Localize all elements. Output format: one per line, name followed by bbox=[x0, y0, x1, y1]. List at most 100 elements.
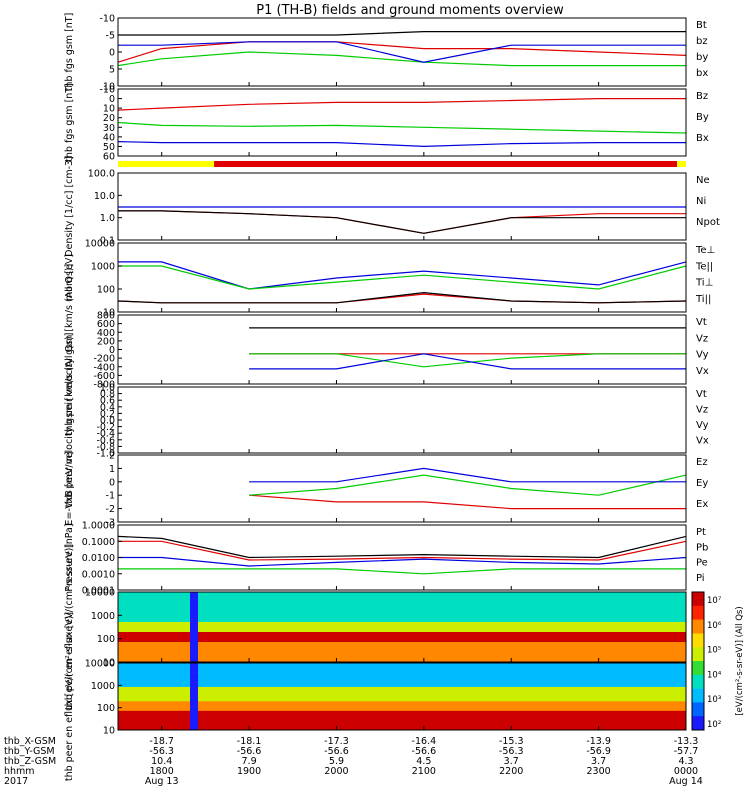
spectrogram-cell bbox=[446, 677, 455, 683]
spectrogram-cell bbox=[214, 696, 223, 702]
spectrogram-cell bbox=[606, 627, 615, 633]
spectrogram-cell bbox=[638, 706, 647, 712]
spectrogram-cell bbox=[438, 725, 447, 731]
spectrogram-cell bbox=[358, 710, 367, 716]
spectrogram-cell bbox=[310, 632, 319, 638]
spectrogram-cell bbox=[598, 657, 607, 663]
y-tick-label: 0 bbox=[109, 94, 115, 105]
spectrogram-cell bbox=[190, 696, 199, 702]
y-tick-label: -0.8 bbox=[96, 442, 115, 453]
spectrogram-cell bbox=[438, 627, 447, 633]
spectrogram-cell bbox=[590, 652, 599, 658]
spectrogram-cell bbox=[622, 720, 631, 726]
spectrogram-cell bbox=[438, 632, 447, 638]
spectrogram-cell bbox=[550, 725, 559, 731]
series-line-Pi bbox=[118, 556, 687, 567]
spectrogram-cell bbox=[134, 602, 143, 608]
spectrogram-cell bbox=[142, 691, 151, 697]
spectrogram-cell bbox=[374, 667, 383, 673]
colorbar-label: 10⁷ bbox=[707, 596, 722, 606]
spectrogram-cell bbox=[318, 715, 327, 721]
y-tick-label: -400 bbox=[93, 362, 115, 373]
series-line-By bbox=[117, 121, 687, 134]
spectrogram-cell bbox=[318, 710, 327, 716]
spectrogram-cell bbox=[462, 637, 471, 643]
spectrogram-cell bbox=[406, 657, 415, 663]
spectrogram-cell bbox=[534, 637, 543, 643]
series-line-bx bbox=[118, 41, 686, 63]
spectrogram-cell bbox=[278, 632, 287, 638]
spectrogram-cell bbox=[598, 706, 607, 712]
spectrogram-cell bbox=[134, 672, 143, 678]
footer-tick-value: -16.4 bbox=[412, 736, 437, 747]
spectrogram-cell bbox=[582, 725, 591, 731]
series-line-Ey bbox=[249, 474, 687, 496]
spectrogram-cell bbox=[126, 677, 135, 683]
spectrogram-cell bbox=[358, 725, 367, 731]
spectrogram-cell bbox=[662, 647, 671, 653]
colorbar-segment bbox=[692, 702, 704, 717]
spectrogram-cell bbox=[478, 602, 487, 608]
spectrogram-cell bbox=[678, 642, 687, 648]
spectrogram-cell bbox=[366, 691, 375, 697]
spectrogram-cell bbox=[670, 612, 679, 618]
spectrogram-cell bbox=[302, 667, 311, 673]
spectrogram-cell bbox=[366, 657, 375, 663]
spectrogram-cell bbox=[126, 691, 135, 697]
spectrogram-cell bbox=[230, 706, 239, 712]
spectrogram-cell bbox=[326, 642, 335, 648]
spectrogram-cell bbox=[678, 701, 687, 707]
spectrogram-cell bbox=[166, 617, 175, 623]
spectrogram-cell bbox=[270, 710, 279, 716]
spectrogram-cell bbox=[318, 592, 327, 598]
spectrogram-cell bbox=[406, 691, 415, 697]
y-tick-label: -2 bbox=[106, 504, 115, 515]
spectrogram-cell bbox=[502, 597, 511, 603]
spectrogram-cell bbox=[494, 622, 503, 628]
spectrogram-cell bbox=[638, 720, 647, 726]
spectrogram-cell bbox=[358, 720, 367, 726]
spectrogram-cell bbox=[158, 597, 167, 603]
y-tick-label: -600 bbox=[93, 371, 115, 382]
spectrogram-cell bbox=[214, 663, 223, 669]
spectrogram-cell bbox=[142, 597, 151, 603]
spectrogram-cell bbox=[174, 691, 183, 697]
spectrogram-cell bbox=[654, 715, 663, 721]
spectrogram-cell bbox=[118, 637, 127, 643]
spectrogram-cell bbox=[414, 706, 423, 712]
spectrogram-cell bbox=[158, 602, 167, 608]
spectrogram-cell bbox=[158, 686, 167, 693]
spectrogram-cell bbox=[662, 701, 671, 707]
spectrogram-cell bbox=[294, 642, 303, 648]
spectrogram-cell bbox=[654, 677, 663, 683]
spectrogram-cell bbox=[358, 647, 367, 653]
spectrogram-cell bbox=[566, 622, 575, 628]
spectrogram-cell bbox=[310, 691, 319, 697]
spectrogram-cell bbox=[470, 696, 479, 702]
spectrogram-cell bbox=[454, 597, 463, 603]
mode-bar bbox=[118, 161, 686, 167]
spectrogram-cell bbox=[214, 612, 223, 618]
spectrogram-cell bbox=[614, 657, 623, 663]
colorbar-label: 10⁴ bbox=[707, 670, 722, 680]
spectrogram-cell bbox=[390, 706, 399, 712]
spectrogram-cell bbox=[254, 696, 263, 702]
spectrogram-cell bbox=[670, 715, 679, 721]
spectrogram-cell bbox=[622, 642, 631, 648]
spectrogram-cell bbox=[574, 652, 583, 658]
spectrogram-cell bbox=[622, 663, 631, 669]
spectrogram-cell bbox=[326, 706, 335, 712]
spectrogram-cell bbox=[318, 597, 327, 603]
spectrogram-cell bbox=[662, 667, 671, 673]
spectrogram-cell bbox=[518, 710, 527, 716]
spectrogram-cell bbox=[598, 597, 607, 603]
spectrogram-cell bbox=[206, 637, 215, 643]
spectrogram-cell bbox=[606, 607, 615, 613]
y-tick-label: 200 bbox=[97, 336, 115, 347]
spectrogram-cell bbox=[622, 597, 631, 603]
spectrogram-cell bbox=[270, 592, 279, 598]
spectrogram-cell bbox=[502, 637, 511, 643]
spectrogram-cell bbox=[214, 627, 223, 633]
spectrogram-cell bbox=[286, 592, 295, 598]
